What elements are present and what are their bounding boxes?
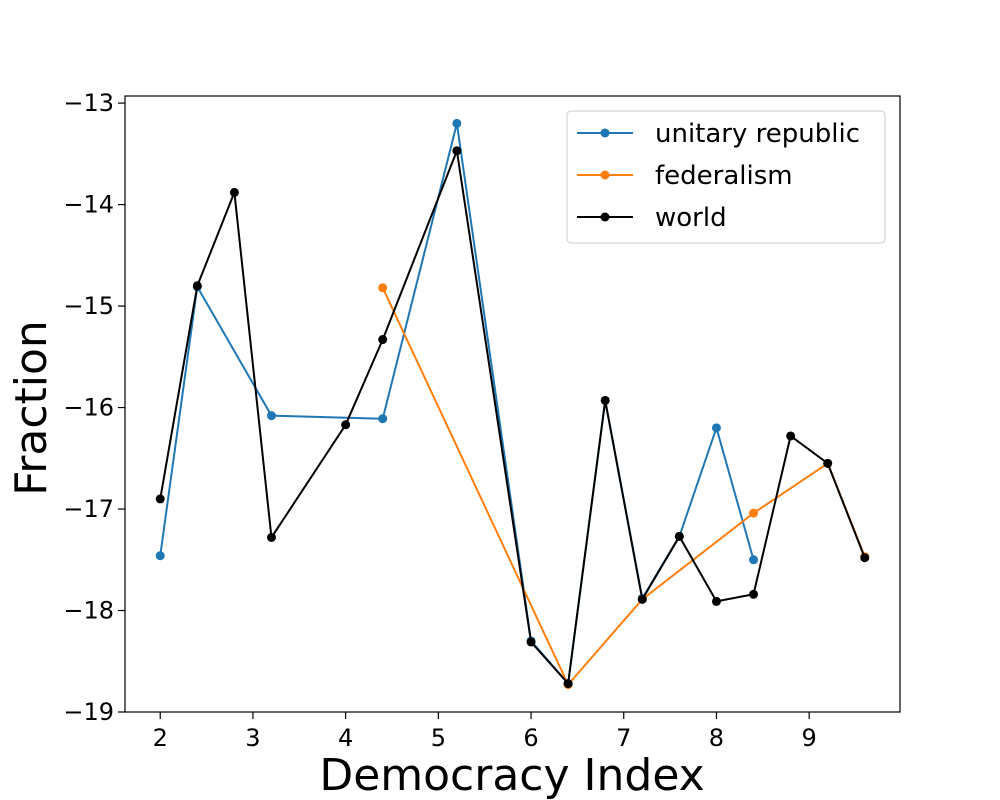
- y-tick-label: −16: [63, 394, 114, 422]
- data-point-world: [378, 335, 388, 345]
- data-point-world: [674, 531, 684, 541]
- y-tick-label: −15: [63, 292, 114, 320]
- data-point-world: [452, 146, 462, 156]
- legend-marker-federalism: [600, 170, 610, 180]
- data-point-world: [711, 596, 721, 606]
- data-point-federalism: [378, 283, 388, 293]
- legend-box: [566, 110, 886, 244]
- y-tick-label: −19: [63, 698, 114, 726]
- legend: unitary republic federalism world: [566, 110, 886, 244]
- x-tick-label: 5: [431, 724, 446, 752]
- legend-item-federalism: federalism: [577, 161, 793, 191]
- data-point-world: [823, 458, 833, 468]
- data-point-unitary-republic: [155, 551, 165, 561]
- x-axis-ticks: 2 3 4 5 6 7 8 9: [153, 712, 817, 752]
- data-point-world: [526, 637, 536, 647]
- legend-items: unitary republic federalism world: [577, 119, 860, 233]
- data-point-world: [266, 532, 276, 542]
- data-point-world: [229, 187, 239, 197]
- y-tick-label: −13: [63, 89, 114, 117]
- x-axis-title: Democracy Index: [319, 750, 704, 800]
- y-tick-label: −14: [63, 191, 114, 219]
- legend-item-world: world: [577, 203, 727, 233]
- legend-label-world: world: [655, 203, 727, 233]
- x-tick-label: 8: [709, 724, 724, 752]
- legend-label-unitary-republic: unitary republic: [655, 119, 860, 149]
- series-world: [155, 146, 870, 689]
- data-point-world: [786, 431, 796, 441]
- data-point-world: [155, 494, 165, 504]
- x-tick-label: 6: [523, 724, 538, 752]
- data-point-unitary-republic: [711, 423, 721, 433]
- data-point-world: [600, 395, 610, 405]
- legend-item-unitary-republic: unitary republic: [577, 119, 860, 149]
- data-point-federalism: [749, 508, 759, 518]
- data-point-world: [192, 281, 202, 291]
- x-tick-label: 3: [245, 724, 260, 752]
- data-point-unitary-republic: [266, 411, 276, 421]
- data-point-unitary-republic: [452, 118, 462, 128]
- x-tick-label: 7: [616, 724, 631, 752]
- y-tick-label: −18: [63, 597, 114, 625]
- y-tick-label: −17: [63, 495, 114, 523]
- legend-marker-world: [600, 212, 610, 222]
- series-layer: [155, 118, 870, 690]
- data-point-world: [341, 420, 351, 430]
- data-point-world: [749, 589, 759, 599]
- data-point-world: [637, 594, 647, 604]
- plot-frame: [124, 95, 901, 713]
- legend-marker-unitary-republic: [600, 128, 610, 138]
- data-point-unitary-republic: [749, 555, 759, 565]
- x-tick-label: 9: [802, 724, 817, 752]
- data-point-world: [860, 553, 870, 563]
- data-point-world: [563, 679, 573, 689]
- x-tick-label: 2: [153, 724, 168, 752]
- x-tick-label: 4: [338, 724, 353, 752]
- data-point-unitary-republic: [378, 414, 388, 424]
- legend-label-federalism: federalism: [655, 161, 793, 191]
- y-axis-ticks: −19 −18 −17 −16 −15 −14 −13: [63, 89, 125, 726]
- y-axis-title: Fraction: [6, 320, 57, 496]
